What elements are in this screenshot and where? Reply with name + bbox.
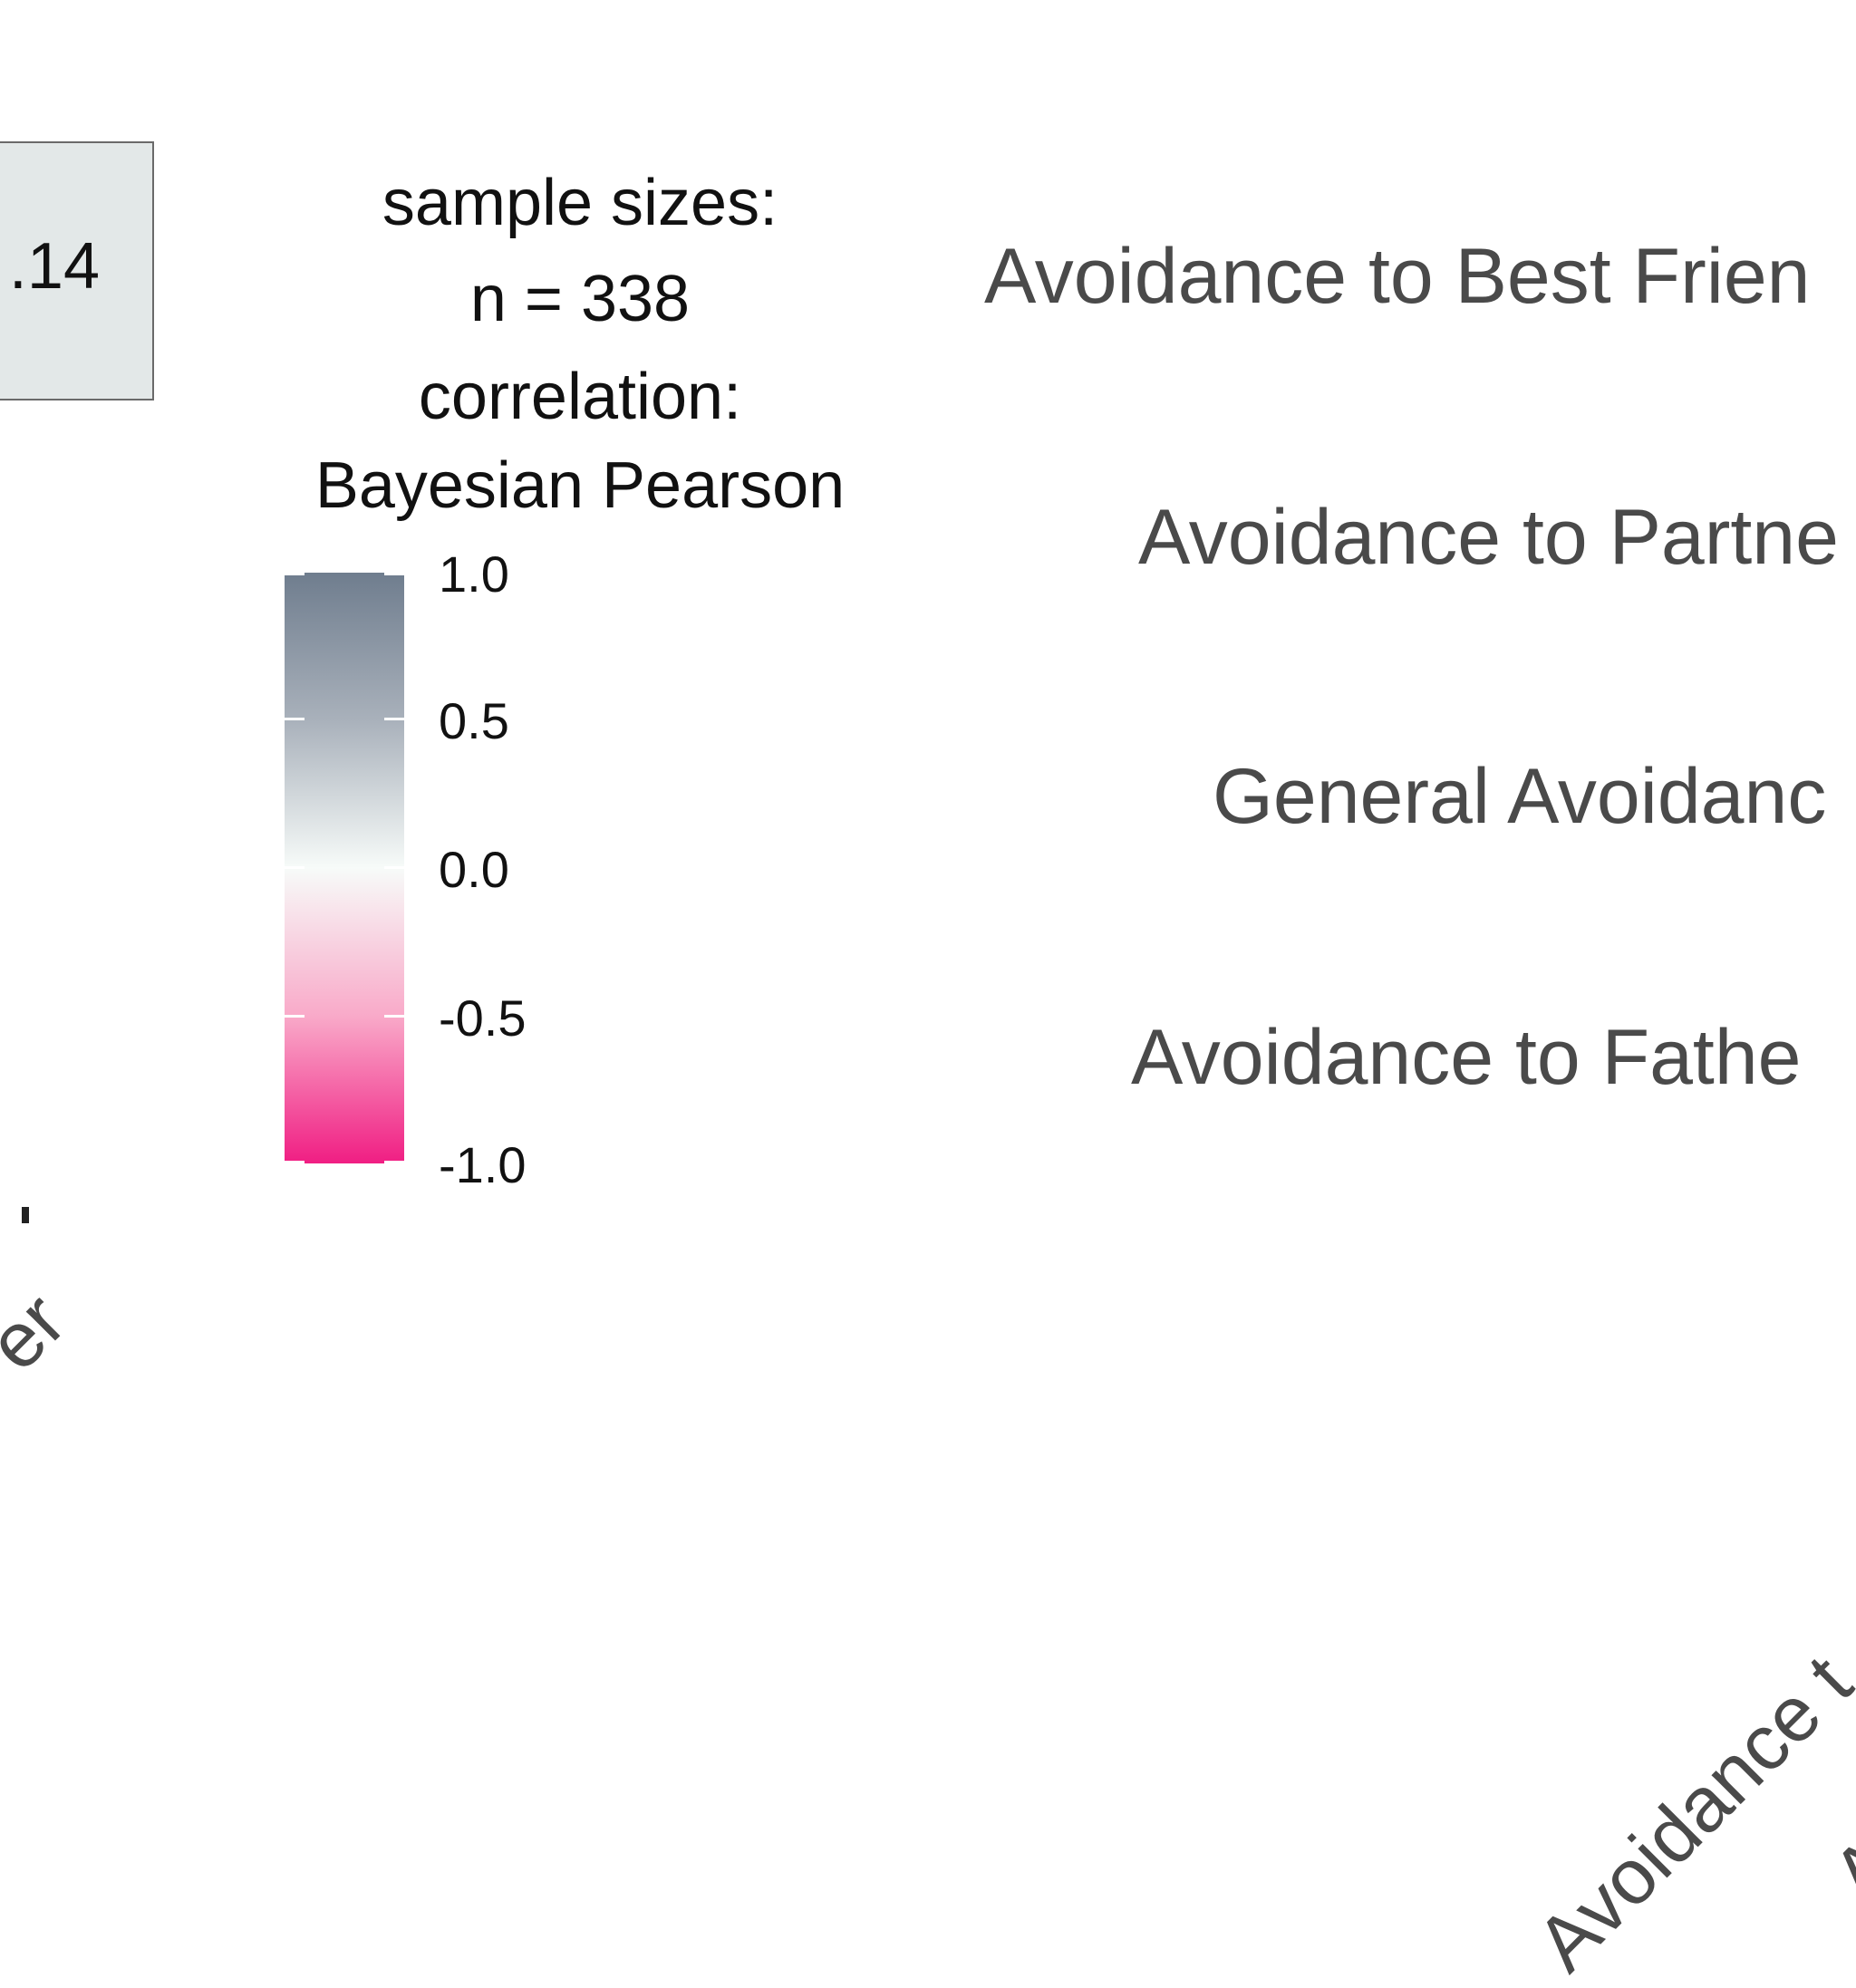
colorbar-tick-mark (384, 1015, 404, 1018)
colorbar-tick-mark (285, 866, 304, 869)
column-label: Avoidance t (1520, 1639, 1856, 1988)
row-label: Avoidance to Fathe (1131, 1014, 1802, 1101)
colorbar-tick-mark (384, 1161, 404, 1163)
colorbar (285, 573, 404, 1163)
colorbar-tick-label: -0.5 (439, 989, 527, 1047)
colorbar-tick-mark (285, 1015, 304, 1018)
colorbar-tick-mark (384, 718, 404, 720)
legend-correlation-label: correlation: (418, 361, 742, 433)
row-label: Avoidance to Partne (1138, 494, 1839, 581)
legend-correlation-type: Bayesian Pearson (314, 449, 846, 522)
column-label: A (1815, 1820, 1856, 1919)
colorbar-tick-mark (285, 573, 304, 575)
legend-n-label: n = 338 (469, 263, 691, 335)
column-label: er (0, 1277, 82, 1388)
legend-sample-sizes-label: sample sizes: (382, 167, 778, 239)
colorbar-tick-label: 0.5 (439, 692, 509, 749)
colorbar-tick-mark (384, 866, 404, 869)
colorbar-tick-mark (285, 1161, 304, 1163)
cell-value: .14 (8, 230, 100, 303)
colorbar-tick-label: 0.0 (439, 841, 509, 898)
colorbar-tick-label: 1.0 (439, 545, 509, 603)
correlation-cell: .14 (0, 141, 154, 400)
row-label: Avoidance to Best Frien (984, 233, 1811, 320)
colorbar-tick-label: -1.0 (439, 1136, 527, 1193)
colorbar-tick-mark (285, 718, 304, 720)
colorbar-tick-mark (384, 573, 404, 575)
row-label: General Avoidanc (1213, 753, 1827, 840)
x-axis-tick-mark (22, 1207, 29, 1223)
